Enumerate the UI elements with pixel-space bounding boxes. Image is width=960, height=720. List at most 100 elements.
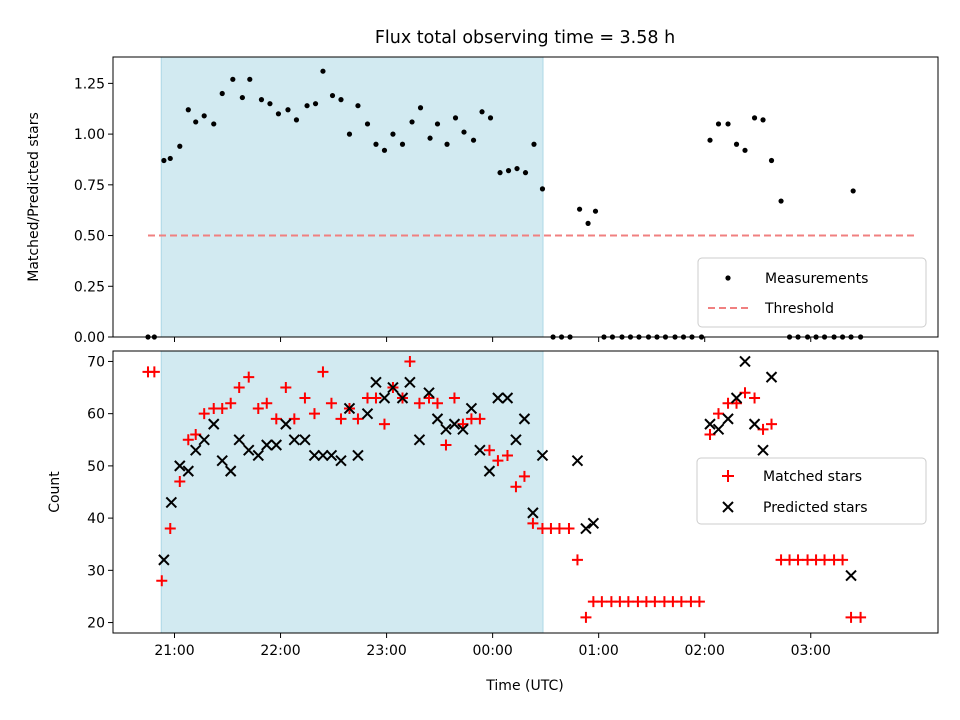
predicted-star-point	[243, 444, 255, 456]
measurement-point	[585, 220, 591, 226]
matched-star-point	[378, 418, 390, 430]
matched-star-point	[190, 429, 202, 441]
predicted-star-point	[448, 418, 461, 430]
predicted-star-point	[288, 434, 301, 446]
measurement-point	[514, 165, 520, 172]
panel-ratio: 0.00 0.25 0.50 0.75 1.00 1.25 Flux total obse…	[26, 28, 939, 346]
legend-ratio: Measurements Threshold	[697, 257, 927, 328]
matched-star-point	[457, 418, 469, 430]
measurement-point	[768, 157, 775, 164]
matched-star-point	[243, 371, 255, 383]
matched-star-point	[474, 413, 486, 425]
predicted-star-point	[308, 449, 321, 462]
y-tick-label: 0.75	[74, 178, 105, 194]
predicted-star-point	[198, 434, 210, 446]
matched-star-point	[766, 418, 778, 430]
matched-star-point	[704, 429, 716, 441]
matched-star-point	[413, 397, 425, 409]
legend-measurements-label: Measurements	[765, 271, 868, 287]
measurement-point	[355, 103, 361, 109]
measurement-point	[434, 121, 441, 127]
predicted-star-point	[527, 507, 539, 519]
matched-star-point	[423, 392, 435, 404]
predicted-star-point	[208, 418, 220, 430]
matched-star-point	[148, 366, 160, 378]
matched-star-point	[596, 596, 608, 608]
matched-star-point	[352, 413, 364, 425]
measurement-point	[381, 147, 388, 153]
panel-counts: 20 30 40 50 60 70 21:00 22:00 23:00 00:00 01:00 02:…	[47, 350, 939, 694]
predicted-star-point	[182, 465, 194, 477]
matched-star-point	[252, 402, 264, 414]
matched-star-point	[571, 554, 583, 566]
chart-title: Flux total observing time = 3.58 h	[375, 28, 675, 48]
matched-star-point	[757, 423, 769, 435]
predicted-star-point	[270, 439, 283, 451]
predicted-star-point	[536, 449, 549, 462]
predicted-star-point	[370, 376, 382, 389]
predicted-star-point	[413, 434, 426, 446]
measurement-point	[346, 131, 353, 137]
matched-star-point	[448, 392, 460, 404]
predicted-star-point	[722, 413, 734, 425]
predicted-star-point	[739, 355, 751, 368]
measurement-point	[725, 121, 731, 127]
predicted-star-point	[325, 449, 338, 462]
predicted-star-point	[492, 392, 504, 404]
matched-star-point	[174, 476, 186, 488]
predicted-star-point	[518, 413, 531, 425]
predicted-star-point	[404, 376, 416, 389]
measurement-point	[715, 121, 722, 127]
matched-star-point	[580, 611, 592, 623]
predicted-star-point	[190, 444, 202, 456]
measurement-point	[230, 76, 236, 82]
matched-star-point	[288, 413, 300, 425]
measurement-point	[312, 101, 319, 107]
matched-star-point	[404, 355, 416, 367]
measurement-point	[850, 188, 856, 194]
predicted-star-point	[730, 392, 743, 404]
measurement-point	[522, 170, 529, 176]
observing-window-shade	[160, 350, 544, 634]
measurement-point	[487, 115, 494, 121]
measurement-point	[275, 111, 282, 117]
predicted-star-point	[501, 392, 514, 404]
measurement-point	[707, 137, 713, 143]
matched-star-point	[483, 444, 495, 456]
measurement-point	[267, 101, 273, 107]
matched-star-point	[225, 397, 237, 409]
predicted-star-point	[252, 449, 264, 462]
measurement-point	[778, 198, 784, 204]
predicted-star-point	[423, 387, 435, 399]
measurement-point	[417, 105, 424, 111]
matched-star-point	[855, 611, 867, 623]
matched-star-point	[370, 392, 382, 404]
matched-star-point	[510, 481, 522, 493]
predicted-star-point	[510, 434, 522, 446]
matched-star-point	[845, 611, 857, 623]
predicted-star-point	[465, 402, 478, 415]
matched-star-point	[675, 596, 687, 608]
measurement-point	[470, 137, 477, 143]
legend-counts-box	[696, 457, 927, 525]
matched-star-point	[553, 523, 565, 535]
measurement-point	[576, 206, 583, 212]
legend-threshold-label: Threshold	[764, 301, 834, 317]
measurement-point	[452, 115, 459, 121]
measurement-point	[479, 109, 485, 115]
measurement-point	[293, 117, 300, 123]
predicted-star-point	[757, 444, 769, 456]
y-tick-label: 20	[87, 616, 105, 632]
predicted-star-point	[165, 496, 178, 509]
y-tick-label: 1.25	[74, 76, 105, 92]
measurement-point	[760, 117, 766, 123]
measurement-point	[399, 141, 406, 147]
measurement-point	[505, 168, 512, 174]
y-tick-label: 60	[87, 407, 105, 423]
measurement-point	[539, 186, 546, 192]
measurement-point	[390, 131, 396, 137]
measurement-point	[167, 155, 173, 162]
predicted-star-point	[474, 444, 486, 456]
y-tick-label: 1.00	[74, 127, 105, 143]
matched-star-point	[712, 408, 724, 420]
